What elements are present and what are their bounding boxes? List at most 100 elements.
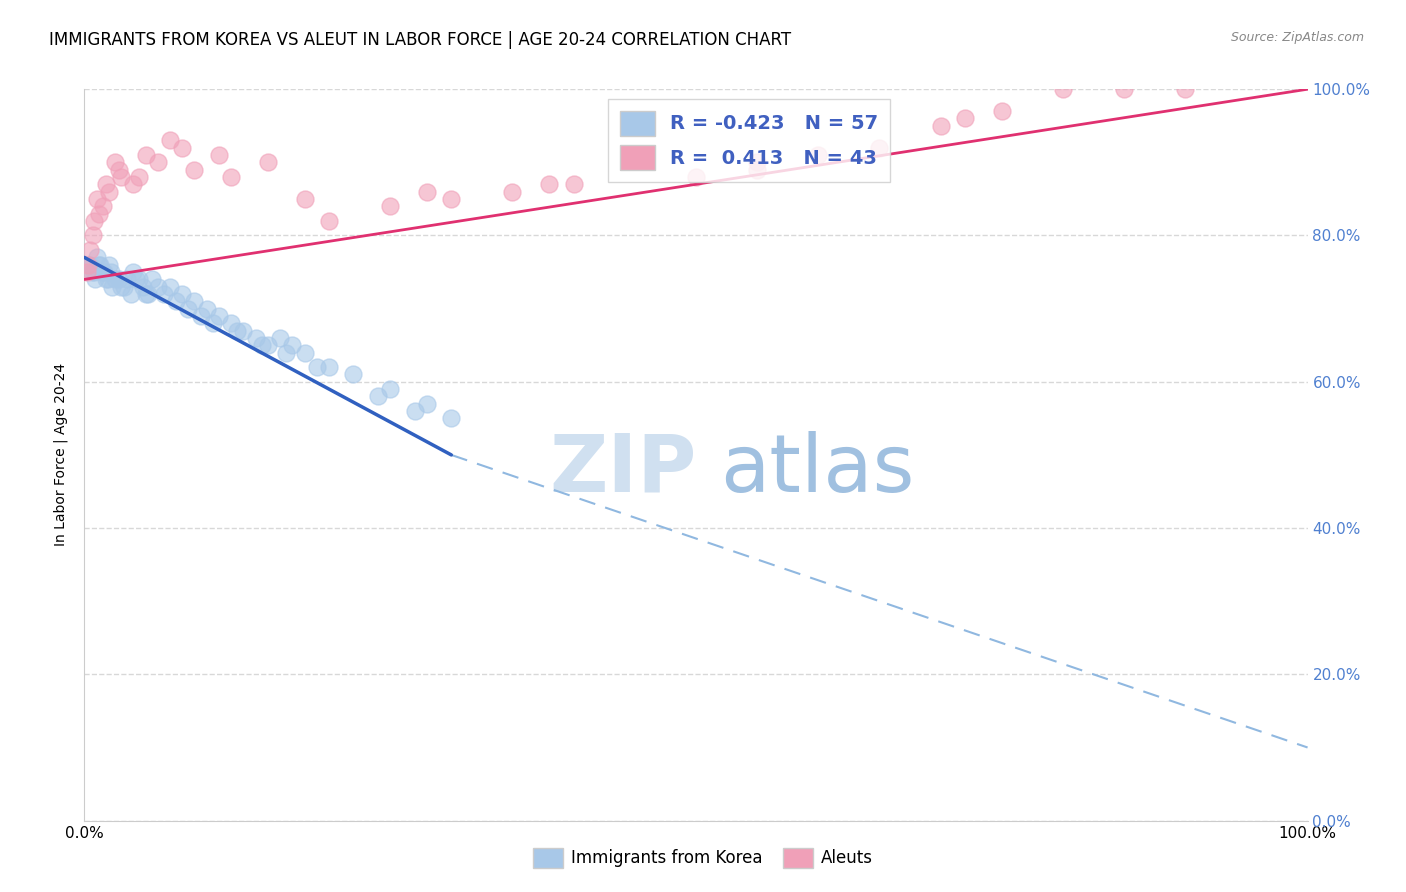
- Point: [219, 169, 242, 184]
- Point: [141, 272, 163, 286]
- Point: [112, 279, 135, 293]
- Point: [97, 272, 120, 286]
- Point: [953, 112, 976, 126]
- Point: [685, 169, 707, 184]
- Point: [83, 265, 105, 279]
- Point: [96, 178, 118, 192]
- Point: [91, 265, 114, 279]
- Point: [83, 214, 105, 228]
- Point: [79, 258, 101, 272]
- Point: [305, 360, 328, 375]
- Point: [807, 148, 830, 162]
- Point: [80, 265, 103, 279]
- Point: [250, 338, 273, 352]
- Point: [97, 185, 120, 199]
- Point: [165, 294, 187, 309]
- Point: [201, 316, 224, 330]
- Text: IMMIGRANTS FROM KOREA VS ALEUT IN LABOR FORCE | AGE 20-24 CORRELATION CHART: IMMIGRANTS FROM KOREA VS ALEUT IN LABOR …: [49, 31, 792, 49]
- Point: [991, 104, 1014, 119]
- Point: [281, 338, 304, 352]
- Point: [245, 331, 267, 345]
- Point: [122, 178, 145, 192]
- Point: [869, 141, 891, 155]
- Point: [624, 148, 647, 162]
- Point: [177, 301, 200, 316]
- Point: [502, 185, 524, 199]
- Point: [294, 192, 316, 206]
- Point: [86, 192, 108, 206]
- Point: [135, 148, 157, 162]
- Point: [257, 155, 280, 169]
- Point: [110, 169, 132, 184]
- Point: [153, 287, 176, 301]
- Point: [132, 279, 155, 293]
- Point: [440, 411, 463, 425]
- Point: [146, 155, 169, 169]
- Point: [416, 185, 439, 199]
- Point: [87, 258, 110, 272]
- Text: Source: ZipAtlas.com: Source: ZipAtlas.com: [1230, 31, 1364, 45]
- Point: [125, 272, 148, 286]
- Point: [172, 141, 194, 155]
- Text: atlas: atlas: [720, 431, 915, 508]
- Point: [128, 169, 150, 184]
- Point: [747, 162, 769, 177]
- Point: [120, 287, 142, 301]
- Point: [136, 287, 159, 301]
- Point: [146, 279, 169, 293]
- Point: [107, 162, 129, 177]
- Point: [208, 148, 231, 162]
- Point: [276, 345, 298, 359]
- Point: [77, 258, 100, 272]
- Point: [219, 316, 242, 330]
- Point: [1114, 82, 1136, 96]
- Point: [96, 272, 118, 286]
- Point: [208, 309, 231, 323]
- Point: [86, 251, 108, 265]
- Legend: Immigrants from Korea, Aleuts: Immigrants from Korea, Aleuts: [526, 841, 880, 875]
- Point: [115, 272, 138, 286]
- Point: [562, 178, 585, 192]
- Point: [107, 272, 129, 286]
- Point: [1174, 82, 1197, 96]
- Point: [93, 265, 115, 279]
- Point: [183, 162, 205, 177]
- Y-axis label: In Labor Force | Age 20-24: In Labor Force | Age 20-24: [53, 363, 69, 547]
- Point: [104, 155, 127, 169]
- Point: [929, 119, 952, 133]
- Point: [226, 324, 249, 338]
- Point: [82, 228, 104, 243]
- Point: [538, 178, 561, 192]
- Point: [172, 287, 194, 301]
- Point: [76, 265, 98, 279]
- Point: [195, 301, 218, 316]
- Point: [101, 279, 124, 293]
- Point: [87, 206, 110, 220]
- Point: [269, 331, 291, 345]
- Point: [110, 279, 132, 293]
- Point: [159, 279, 181, 293]
- Point: [416, 397, 439, 411]
- Point: [232, 324, 254, 338]
- Point: [190, 309, 212, 323]
- Point: [318, 214, 340, 228]
- Point: [380, 382, 402, 396]
- Point: [84, 272, 107, 286]
- Text: ZIP: ZIP: [550, 431, 696, 508]
- Point: [122, 265, 145, 279]
- Point: [380, 199, 402, 213]
- Legend: R = -0.423   N = 57, R =  0.413   N = 43: R = -0.423 N = 57, R = 0.413 N = 43: [607, 99, 890, 182]
- Point: [104, 272, 127, 286]
- Point: [77, 258, 100, 272]
- Point: [89, 258, 111, 272]
- Point: [294, 345, 316, 359]
- Point: [79, 243, 101, 257]
- Point: [318, 360, 340, 375]
- Point: [1052, 82, 1074, 96]
- Point: [135, 287, 157, 301]
- Point: [97, 258, 120, 272]
- Point: [91, 199, 114, 213]
- Point: [257, 338, 280, 352]
- Point: [100, 265, 122, 279]
- Point: [159, 133, 181, 147]
